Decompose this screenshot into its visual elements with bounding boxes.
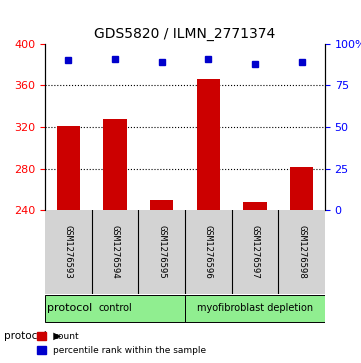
FancyBboxPatch shape [185, 295, 325, 322]
FancyBboxPatch shape [45, 295, 185, 322]
Text: GSM1276593: GSM1276593 [64, 225, 73, 279]
Text: GSM1276598: GSM1276598 [297, 225, 306, 279]
Text: GSM1276596: GSM1276596 [204, 225, 213, 279]
Legend: count, percentile rank within the sample: count, percentile rank within the sample [34, 329, 210, 359]
Title: GDS5820 / ILMN_2771374: GDS5820 / ILMN_2771374 [94, 27, 276, 41]
Text: GSM1276594: GSM1276594 [110, 225, 119, 279]
Text: protocol  ▶: protocol ▶ [4, 331, 61, 341]
Text: GSM1276597: GSM1276597 [251, 225, 260, 279]
Bar [103, 119, 127, 211]
Bar [150, 200, 173, 211]
Text: myofibroblast depletion: myofibroblast depletion [197, 303, 313, 314]
Bar [197, 79, 220, 211]
Bar [243, 202, 267, 211]
Bar [57, 126, 80, 211]
Text: protocol: protocol [47, 303, 93, 314]
Text: GSM1276595: GSM1276595 [157, 225, 166, 279]
Text: control: control [98, 303, 132, 314]
Bar [290, 167, 313, 211]
